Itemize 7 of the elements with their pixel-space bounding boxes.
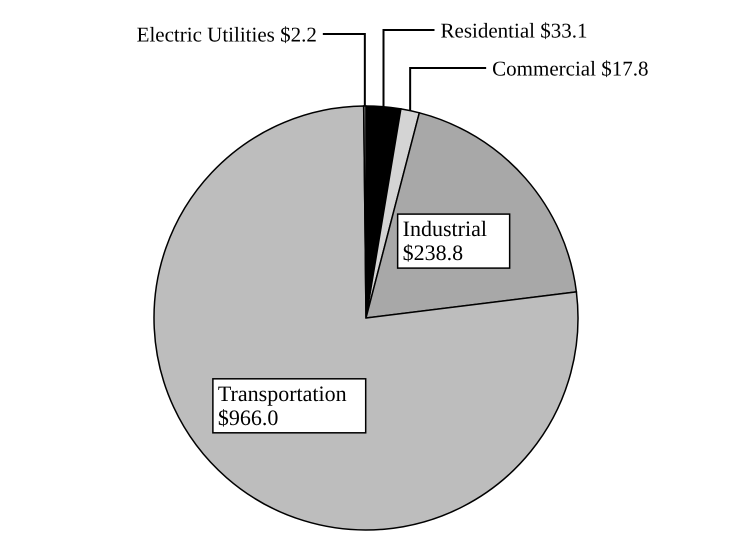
slice-label: Commercial $17.8 [492,56,648,80]
slice-label: Industrial [402,216,487,242]
data-label: $238.8 [402,240,464,266]
slice-label: Electric Utilities $2.2 [136,22,317,46]
data-label: $966.0 [218,404,278,430]
slice-label: Residential $33.1 [440,18,588,42]
slice-label: Transportation [218,380,347,406]
